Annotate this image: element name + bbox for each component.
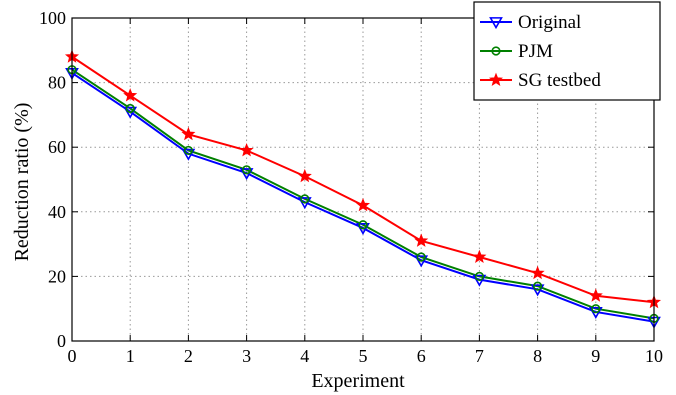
data-point-original — [239, 168, 254, 181]
data-point-pjm — [300, 194, 310, 204]
data-point-sg-testbed — [123, 88, 138, 102]
data-point-original — [414, 255, 429, 268]
data-point-pjm — [416, 252, 426, 262]
data-point-pjm — [532, 281, 543, 291]
y-tick-label: 100 — [39, 8, 66, 28]
data-point-original — [588, 307, 603, 320]
y-axis-label: Reduction ratio (%) — [11, 103, 33, 262]
x-tick-label: 3 — [242, 346, 251, 366]
legend-label-original: Original — [518, 12, 581, 33]
data-point-sg-testbed — [239, 143, 254, 157]
data-point-pjm — [125, 103, 135, 114]
data-point-original — [530, 284, 545, 297]
data-point-original — [123, 106, 138, 119]
y-tick-label: 60 — [48, 137, 66, 157]
data-point-original — [297, 197, 312, 210]
series-line-pjm — [71, 68, 655, 320]
y-tick-label: 0 — [57, 331, 66, 351]
data-point-sg-testbed — [472, 249, 487, 263]
data-point-pjm — [358, 220, 368, 230]
y-tick-label: 80 — [48, 73, 66, 93]
data-point-sg-testbed — [588, 288, 603, 302]
legend-label-sg-testbed: SG testbed — [518, 70, 601, 91]
x-tick-label: 6 — [417, 346, 426, 366]
data-point-original — [472, 274, 487, 287]
data-point-original — [181, 148, 196, 161]
x-tick-label: 4 — [300, 346, 309, 366]
data-point-sg-testbed — [181, 126, 196, 141]
legend-label-pjm: PJM — [518, 41, 553, 62]
data-point-sg-testbed — [355, 197, 371, 212]
x-axis-label: Experiment — [311, 370, 405, 392]
x-tick-label: 7 — [475, 346, 484, 366]
x-tick-label: 5 — [359, 346, 368, 366]
x-tick-label: 8 — [533, 346, 542, 366]
x-tick-label: 9 — [591, 346, 600, 366]
data-point-pjm — [183, 145, 193, 156]
data-point-pjm — [242, 165, 252, 175]
data-point-pjm — [591, 304, 601, 314]
x-tick-label: 0 — [68, 346, 77, 366]
y-tick-label: 20 — [48, 266, 66, 286]
x-tick-label: 10 — [645, 346, 663, 366]
data-point-pjm — [474, 271, 485, 282]
x-tick-label: 1 — [126, 346, 135, 366]
data-point-original — [356, 223, 370, 236]
data-point-sg-testbed — [297, 168, 312, 183]
data-point-sg-testbed — [530, 265, 545, 280]
x-tick-label: 2 — [184, 346, 193, 366]
data-point-sg-testbed — [414, 233, 429, 247]
legend-marker-original — [489, 17, 503, 30]
legend: Original PJM SG testbed — [473, 1, 661, 101]
legend-marker-pjm — [491, 46, 501, 56]
y-tick-label: 40 — [48, 202, 66, 222]
legend-marker-sg-testbed — [488, 72, 504, 86]
